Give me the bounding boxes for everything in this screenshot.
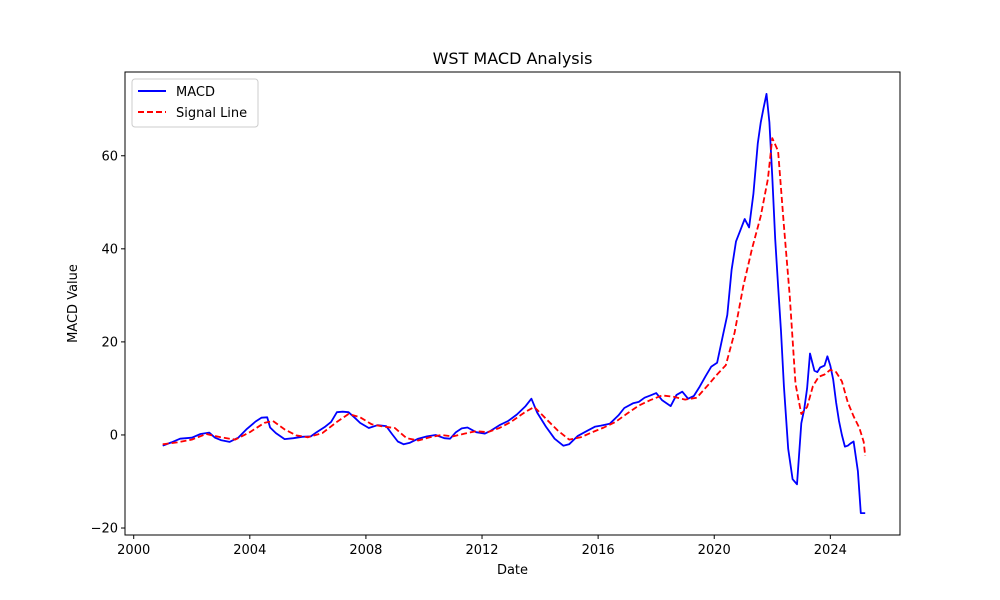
plot-lines: [162, 93, 867, 514]
y-tick-label: 40: [101, 242, 118, 257]
legend-macd-label: MACD: [176, 85, 215, 100]
y-axis: −20 0 20 40 60: [91, 149, 125, 537]
x-tick-label: 2012: [465, 543, 498, 558]
x-axis-label: Date: [497, 563, 528, 578]
legend-signal-label: Signal Line: [176, 106, 247, 121]
x-tick-label: 2020: [698, 543, 731, 558]
x-tick-label: 2008: [349, 543, 382, 558]
y-tick-label: −20: [91, 522, 118, 537]
chart-title: WST MACD Analysis: [433, 49, 593, 68]
y-tick-label: 60: [101, 149, 118, 164]
x-tick-label: 2016: [582, 543, 615, 558]
x-tick-label: 2024: [814, 543, 847, 558]
x-tick-label: 2004: [233, 543, 266, 558]
macd-series-line: [162, 93, 866, 514]
signal-series-line: [162, 137, 867, 456]
y-tick-label: 20: [101, 335, 118, 350]
x-tick-label: 2000: [117, 543, 150, 558]
x-axis: 2000 2004 2008 2012 2016 2020 2024: [117, 535, 847, 558]
y-tick-label: 0: [110, 428, 118, 443]
plot-frame: [124, 71, 901, 536]
legend: MACD Signal Line: [131, 78, 259, 128]
y-axis-label: MACD Value: [66, 264, 81, 343]
